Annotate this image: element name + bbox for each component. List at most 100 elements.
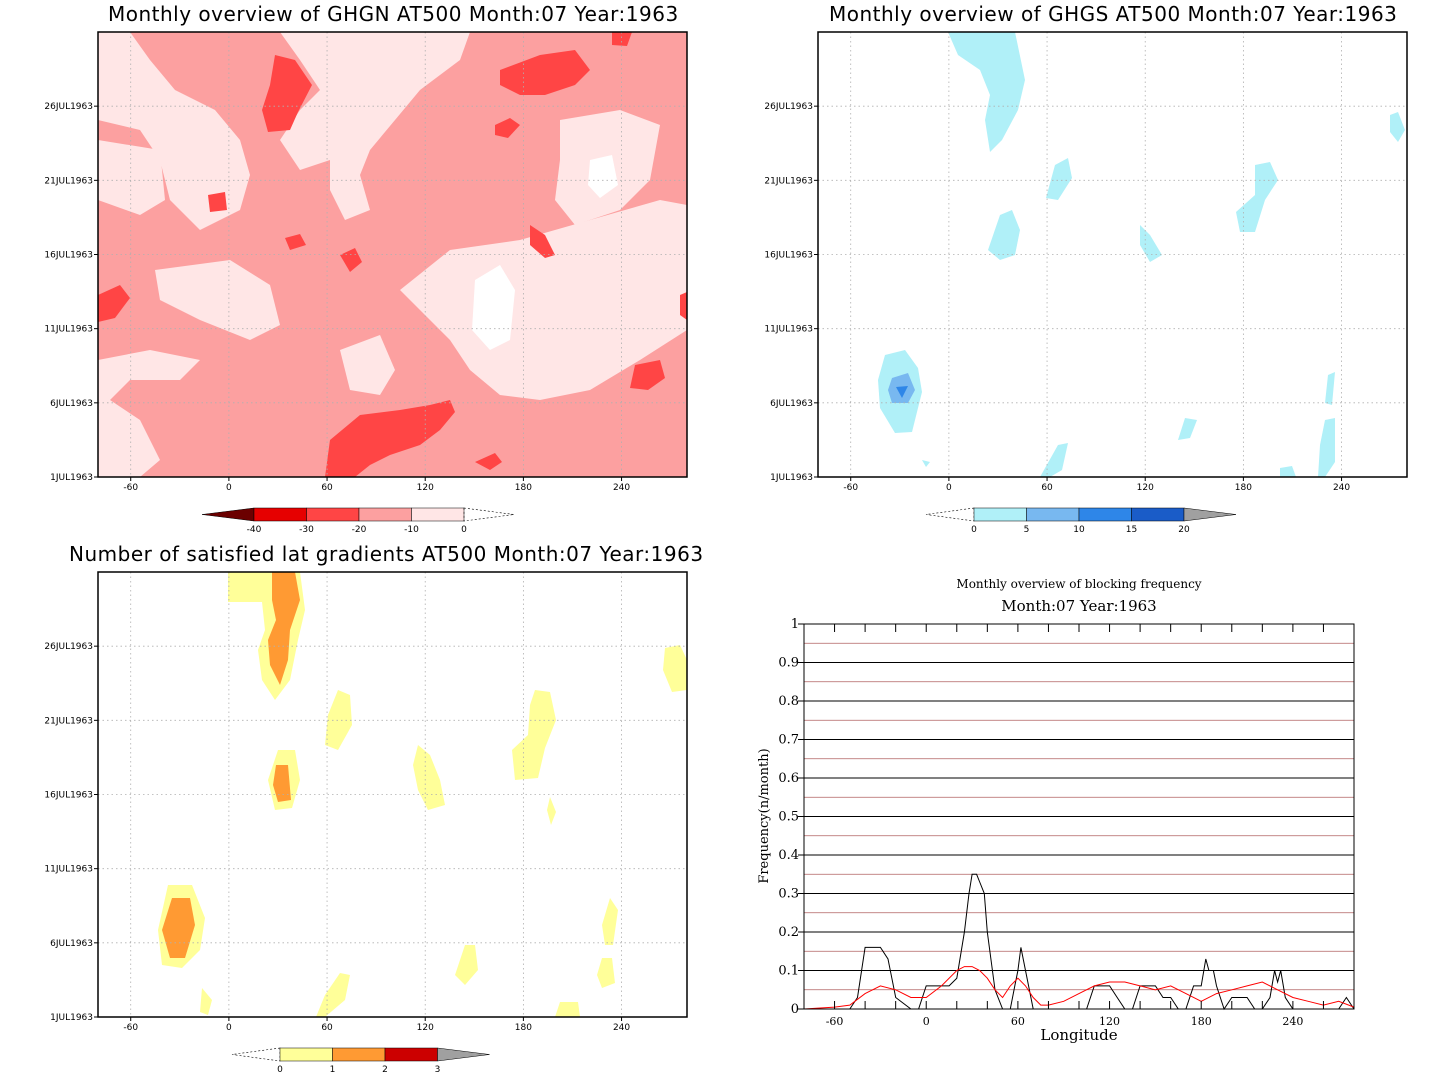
gradients-region xyxy=(325,690,352,750)
gradients-cbar-label: 0 xyxy=(277,1065,283,1075)
ghgn-cbar-low-arrow xyxy=(201,507,255,522)
frequency-x-tick-label: 240 xyxy=(1282,1015,1303,1028)
gradients-region xyxy=(273,765,291,802)
gradients-cbar-label: 2 xyxy=(382,1065,388,1075)
ghgs-region xyxy=(1325,372,1335,405)
gradients-cbar-box xyxy=(279,1047,333,1062)
ghgs-region xyxy=(1236,162,1278,232)
ghgn-title: Monthly overview of GHGN AT500 Month:07 … xyxy=(108,2,679,26)
ghgn-cbar-label: -40 xyxy=(247,525,262,535)
ghgs-y-tick-label: 6JUL1963 xyxy=(770,399,813,409)
ghgn-light-region xyxy=(280,32,470,220)
frequency-y-tick-label: 0.5 xyxy=(778,810,799,825)
gradients-x-tick-label: 180 xyxy=(515,1023,532,1033)
frequency-x-tick-label: 60 xyxy=(1011,1015,1025,1028)
gradients-y-tick-label: 1JUL1963 xyxy=(50,1013,93,1023)
gradients-x-tick-label: -60 xyxy=(123,1023,138,1033)
ghgn-x-tick-label: 240 xyxy=(613,483,630,493)
gradients-region xyxy=(268,572,300,685)
ghgs-region xyxy=(1280,466,1296,477)
ghgn-cbar-high-arrow xyxy=(463,507,515,522)
frequency-x-tick-label: -60 xyxy=(826,1015,844,1028)
ghgn-cbar-label: -10 xyxy=(404,525,419,535)
ghgn-strong-region xyxy=(325,400,455,477)
gradients-y-tick-label: 21JUL1963 xyxy=(44,716,93,726)
frequency-y-tick-label: 0.7 xyxy=(778,733,799,748)
ghgs-axes: -60 0 60 120 180 240 1JUL1963 6JUL1963 11JUL1963… xyxy=(764,102,1350,493)
ghgn-light-region xyxy=(98,350,200,477)
ghgn-strong-region xyxy=(340,248,362,272)
ghgn-light-region xyxy=(400,200,687,400)
frequency-y-tick-label: 0 xyxy=(791,1002,799,1017)
ghgn-light-region xyxy=(155,260,280,340)
frequency-y-tick-label: 0.8 xyxy=(778,694,799,709)
gradients-x-tick-label: 0 xyxy=(226,1023,232,1033)
gradients-region xyxy=(455,945,478,985)
ghgs-cbar-label: 5 xyxy=(1024,525,1030,535)
gradients-y-tick-label: 6JUL1963 xyxy=(50,939,93,949)
gradients-region xyxy=(316,973,350,1017)
ghgs-x-tick-label: 240 xyxy=(1333,483,1350,493)
gradients-region xyxy=(200,988,212,1015)
gradients-cbar-box xyxy=(332,1047,386,1062)
gradients-region xyxy=(413,745,445,810)
gradients-cbar-box xyxy=(384,1047,438,1062)
ghgs-region xyxy=(1046,158,1072,200)
ghgs-x-tick-label: -60 xyxy=(843,483,858,493)
ghgs-cbar-label: 15 xyxy=(1126,525,1137,535)
frequency-y-tick-label: 0.9 xyxy=(778,656,799,671)
ghgn-axes: -60 0 60 120 180 240 1JUL1963 6JUL1963 11JUL1963… xyxy=(44,102,630,493)
ghgs-region xyxy=(1178,418,1197,440)
ghgs-x-tick-label: 180 xyxy=(1235,483,1252,493)
ghgn-x-tick-label: 180 xyxy=(515,483,532,493)
frequency-x-tick-label: 120 xyxy=(1099,1015,1120,1028)
gradients-cbar-low-arrow xyxy=(231,1047,281,1062)
gradients-region xyxy=(547,797,556,825)
frequency-y-tick-label: 1 xyxy=(791,617,799,632)
ghgs-cbar-box xyxy=(1078,507,1132,522)
ghgn-y-tick-label: 11JUL1963 xyxy=(44,325,93,335)
ghgs-grid xyxy=(818,32,1407,477)
gradients-y-tick-label: 11JUL1963 xyxy=(44,865,93,875)
ghgs-y-tick-label: 21JUL1963 xyxy=(764,176,813,186)
ghgs-colorbar: 0 5 10 15 20 xyxy=(925,507,1237,535)
ghgn-y-tick-label: 16JUL1963 xyxy=(44,251,93,261)
ghgn-cbar-box xyxy=(358,507,412,522)
ghgn-x-tick-label: 120 xyxy=(417,483,434,493)
ghgs-cbar-box xyxy=(1131,507,1185,522)
ghgs-x-tick-label: 120 xyxy=(1137,483,1154,493)
frequency-x-tick-label: 0 xyxy=(923,1015,930,1028)
ghgs-region xyxy=(1390,112,1405,142)
ghgs-y-tick-label: 1JUL1963 xyxy=(770,473,813,483)
ghgn-strong-region xyxy=(495,118,520,138)
ghgs-cbar-low-arrow xyxy=(925,507,975,522)
ghgs-cbar-label: 20 xyxy=(1178,525,1190,535)
gradients-y-tick-label: 16JUL1963 xyxy=(44,791,93,801)
ghgn-light-region xyxy=(588,155,618,198)
ghgn-x-tick-label: -60 xyxy=(123,483,138,493)
ghgn-x-tick-label: 0 xyxy=(226,483,232,493)
gradients-cbar-label: 3 xyxy=(435,1065,441,1075)
ghgn-strong-region xyxy=(475,453,502,470)
gradients-x-tick-label: 120 xyxy=(417,1023,434,1033)
ghgn-strong-region xyxy=(530,225,555,258)
frequency-axes: 0 0.1 0.2 0.3 0.4 0.5 0.6 0.7 0.8 0.9 1 -60 0 60 120 18… xyxy=(778,617,1355,1028)
gradients-x-tick-label: 240 xyxy=(613,1023,630,1033)
gradients-grid xyxy=(98,572,687,1017)
frequency-grid xyxy=(804,642,1354,991)
ghgn-light-region xyxy=(98,140,165,215)
ghgn-cbar-label: 0 xyxy=(461,525,467,535)
ghgn-strong-region xyxy=(500,50,590,95)
ghgs-region xyxy=(948,32,1025,152)
ghgn-cbar-box xyxy=(253,507,307,522)
ghgn-grid xyxy=(98,32,687,477)
ghgn-cbar-label: -30 xyxy=(299,525,314,535)
frequency-ylabel: Frequency(n/month) xyxy=(757,748,772,883)
ghgn-y-tick-label: 26JUL1963 xyxy=(44,102,93,112)
gradients-title: Number of satisfied lat gradients AT500 … xyxy=(69,542,704,566)
gradients-cbar-high-arrow xyxy=(437,1047,490,1062)
ghgs-y-tick-label: 26JUL1963 xyxy=(764,102,813,112)
ghgs-cbar-label: 0 xyxy=(971,525,977,535)
blocking-frequency-smoothed-line xyxy=(803,966,1355,1010)
